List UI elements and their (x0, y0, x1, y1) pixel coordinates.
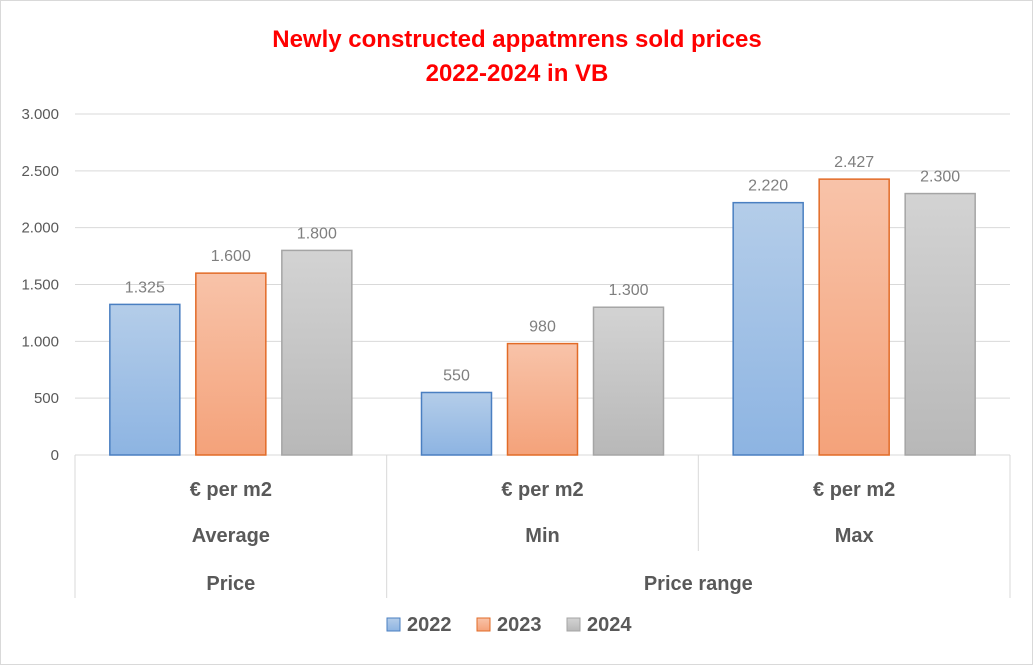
bar-2023-average (195, 272, 267, 456)
data-label: 1.600 (211, 248, 251, 265)
x-category-group: Price (206, 573, 255, 595)
data-label: 1.800 (297, 225, 337, 242)
x-category-unit: € per m2 (501, 479, 583, 501)
data-label: 550 (443, 367, 470, 384)
y-tick-label: 500 (34, 390, 59, 407)
bar-2024-max (904, 192, 976, 456)
legend-swatch-2024 (566, 617, 581, 632)
legend-swatch-2023 (476, 617, 491, 632)
data-label: 1.325 (125, 279, 165, 296)
bar-2024-average (281, 249, 353, 456)
bar-2022-min (420, 391, 493, 456)
chart-title-line-1: Newly constructed appatmrens sold prices (272, 26, 761, 53)
legend-swatch-2022 (386, 617, 401, 632)
y-tick-label: 1.000 (21, 333, 59, 350)
y-tick-label: 0 (51, 447, 59, 464)
bar-2023-max (818, 178, 890, 456)
x-category-unit: € per m2 (190, 479, 272, 501)
bar-2024-min (592, 306, 665, 456)
legend-label-2024: 2024 (587, 614, 632, 636)
y-tick-label: 1.500 (21, 277, 59, 294)
data-label: 1.300 (608, 282, 648, 299)
x-category-group: Price range (644, 573, 753, 595)
y-axis-ticks: 0 500 1.000 1.500 2.000 2.500 3.000 (21, 106, 59, 464)
data-labels: 1.325 1.600 1.800 550 980 1.300 2.220 2.427 2.30… (125, 154, 960, 384)
bars (109, 178, 976, 456)
legend: 2022 2023 2024 (386, 614, 632, 636)
y-tick-label: 2.500 (21, 163, 59, 180)
data-label: 980 (529, 319, 556, 336)
x-category-label: Max (835, 525, 874, 547)
data-label: 2.427 (834, 154, 874, 171)
chart-title: Newly constructed appatmrens sold prices… (272, 26, 761, 87)
x-category-label: Average (192, 525, 270, 547)
legend-label-2023: 2023 (497, 614, 542, 636)
data-label: 2.300 (920, 169, 960, 186)
data-label: 2.220 (748, 178, 788, 195)
legend-label-2022: 2022 (407, 614, 452, 636)
x-category-label: Min (525, 525, 559, 547)
chart-title-line-2: 2022-2024 in VB (426, 60, 609, 87)
bar-2022-average (109, 303, 181, 456)
y-tick-label: 2.000 (21, 220, 59, 237)
bar-2022-max (732, 201, 804, 456)
x-axis: € per m2 Average € per m2 Min € per m2 Max Pri… (74, 455, 1011, 598)
bar-2023-min (506, 342, 579, 456)
y-tick-label: 3.000 (21, 106, 59, 123)
x-category-unit: € per m2 (813, 479, 895, 501)
